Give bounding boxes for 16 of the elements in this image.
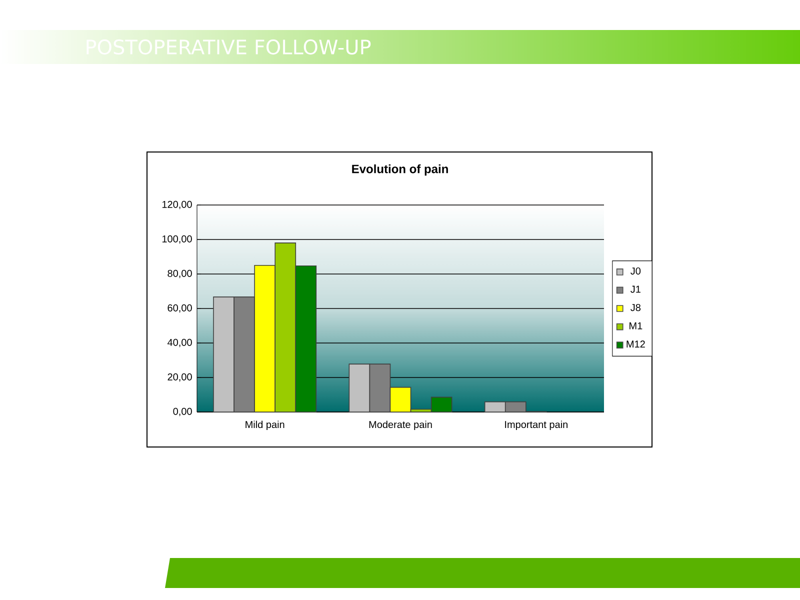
y-tick-label: 0,00 — [173, 408, 192, 416]
x-tick-label: Mild pain — [246, 420, 284, 430]
x-tick-label: Moderate pain — [369, 420, 432, 430]
chart-subtitle: Evolution of pain — [352, 164, 448, 176]
legend-label: J0 — [630, 267, 641, 275]
legend-label: J8 — [630, 304, 641, 312]
y-tick-label: 60,00 — [168, 304, 192, 313]
legend-label: M12 — [626, 340, 645, 348]
y-tick-label: 40,00 — [167, 338, 192, 348]
y-tick-label: 100,00 — [162, 235, 192, 244]
x-tick-label: Important pain — [505, 420, 568, 430]
y-tick-label: 120,00 — [162, 200, 192, 210]
legend-label: J1 — [630, 286, 640, 293]
y-tick-label: 20,00 — [168, 373, 192, 382]
y-tick-label: 80,00 — [168, 270, 192, 278]
legend-label: M1 — [630, 322, 642, 330]
